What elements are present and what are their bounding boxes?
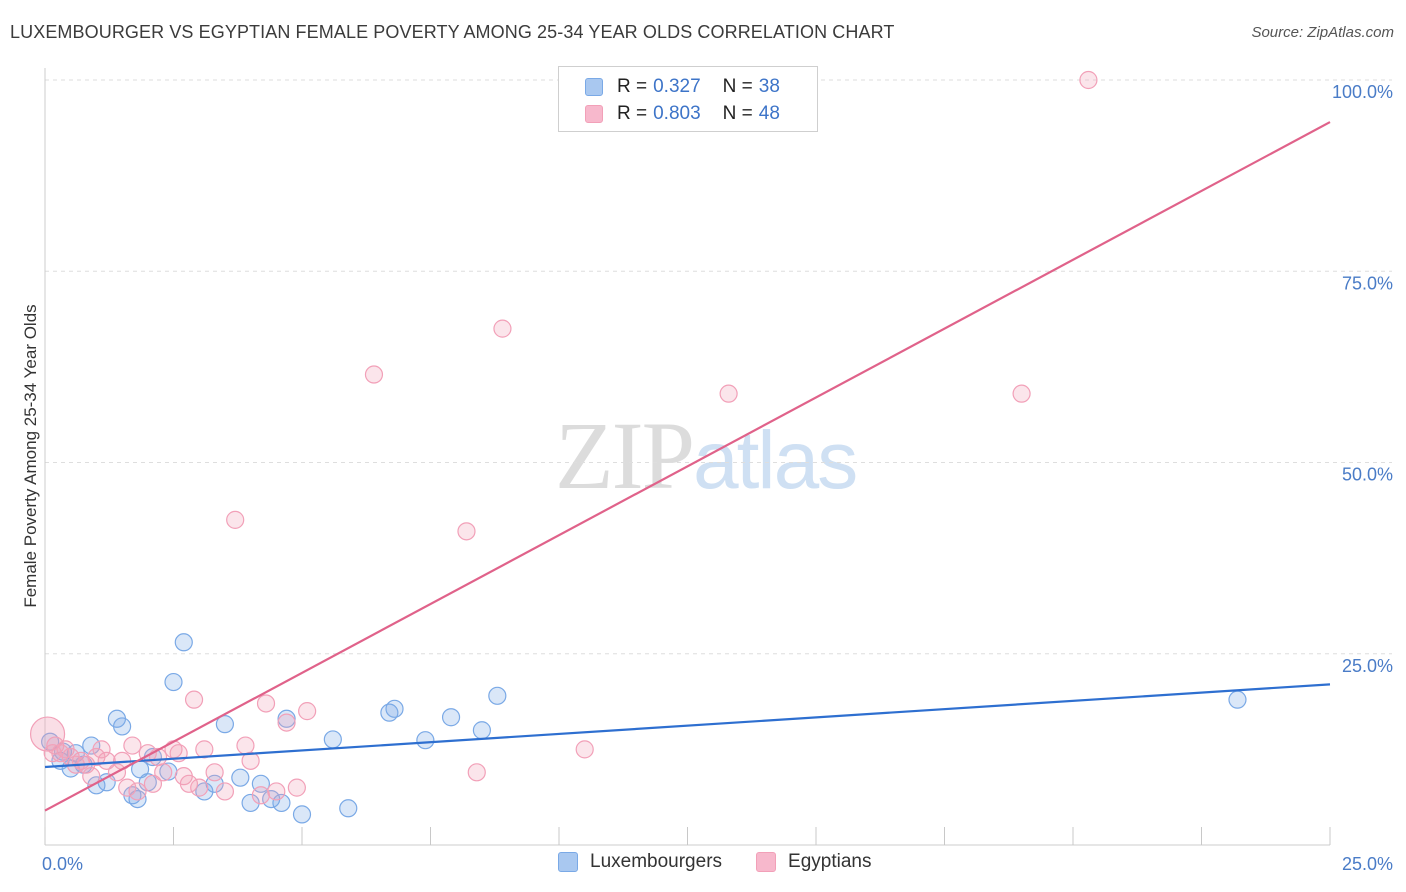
legend-row-luxembourgers: R = 0.327 N = 38 xyxy=(585,72,780,102)
x-tick-label: 25.0% xyxy=(1342,854,1393,874)
chart-title: LUXEMBOURGER VS EGYPTIAN FEMALE POVERTY … xyxy=(10,22,895,42)
series-swatch-luxembourgers xyxy=(558,852,578,872)
luxembourgers-point xyxy=(441,708,461,727)
series-label-egyptians: Egyptians xyxy=(788,851,872,872)
legend-n-label: N = xyxy=(722,103,753,124)
watermark-atlas: atlas xyxy=(693,415,858,506)
luxembourgers-point xyxy=(241,793,260,813)
egyptians-point xyxy=(493,319,512,338)
legend-r-value: 0.803 xyxy=(653,103,701,124)
watermark: ZIPatlas xyxy=(555,400,858,511)
legend-row-egyptians: R = 0.803 N = 48 xyxy=(585,99,780,129)
egyptians-point xyxy=(1079,70,1098,90)
luxembourgers-point xyxy=(128,789,147,809)
egyptians-point xyxy=(118,778,137,797)
luxembourgers-point xyxy=(164,672,183,692)
watermark-zip: ZIP xyxy=(555,402,695,509)
luxembourgers-point xyxy=(215,715,234,734)
luxembourgers-point xyxy=(231,768,250,787)
egyptians-point xyxy=(179,774,199,793)
series-label-luxembourgers: Luxembourgers xyxy=(590,851,723,872)
egyptians-point xyxy=(43,744,62,763)
series-legend-luxembourgers[interactable]: Luxembourgers xyxy=(558,851,722,873)
egyptians-point xyxy=(364,365,384,384)
y-tick-label: 100.0% xyxy=(1332,82,1393,102)
luxembourgers-point xyxy=(1228,690,1247,709)
egyptians-point xyxy=(298,702,317,721)
egyptians-point xyxy=(143,774,163,793)
legend-r-label: R = xyxy=(617,76,648,97)
luxembourgers-point xyxy=(416,731,435,750)
series-legend: Luxembourgers Egyptians xyxy=(558,851,905,873)
y-tick-label: 50.0% xyxy=(1342,465,1393,485)
egyptians-point xyxy=(236,736,255,755)
legend-n-value: 38 xyxy=(758,76,780,97)
legend-r-label: R = xyxy=(617,103,648,124)
egyptians-point xyxy=(457,522,476,541)
luxembourgers-point xyxy=(292,805,312,824)
series-swatch-egyptians xyxy=(756,852,777,872)
luxembourgers-point xyxy=(385,699,404,718)
egyptians-point xyxy=(251,786,270,805)
egyptians-point xyxy=(277,713,296,732)
y-axis-title: Female Poverty Among 25-34 Year Olds xyxy=(21,304,40,607)
egyptians-point xyxy=(241,751,260,770)
egyptians-point xyxy=(1012,384,1031,403)
legend-n-value: 48 xyxy=(758,103,780,124)
luxembourgers-point xyxy=(323,730,342,749)
legend-swatch-luxembourgers xyxy=(585,78,603,96)
luxembourgers-point xyxy=(272,793,291,813)
egyptians-point xyxy=(190,778,209,797)
source-label: Source: ZipAtlas.com xyxy=(1251,24,1394,41)
luxembourgers-point xyxy=(339,799,358,818)
egyptians-point xyxy=(287,778,306,797)
egyptians-point xyxy=(195,740,214,759)
y-tick-label: 25.0% xyxy=(1342,656,1393,676)
x-tick-label: 0.0% xyxy=(42,854,83,874)
egyptians-point xyxy=(215,782,234,801)
luxembourgers-point xyxy=(488,686,507,705)
series-legend-egyptians[interactable]: Egyptians xyxy=(756,851,871,873)
egyptians-point xyxy=(256,694,276,713)
legend-n-label: N = xyxy=(722,76,753,97)
legend-swatch-egyptians xyxy=(585,105,603,123)
correlation-legend: R = 0.327 N = 38 R = 0.803 N = 48 xyxy=(558,66,818,132)
y-tick-label: 75.0% xyxy=(1342,273,1393,293)
egyptians-point xyxy=(97,751,116,770)
egyptians-trend-line xyxy=(44,121,1331,812)
egyptians-point xyxy=(154,763,173,782)
egyptians-point xyxy=(87,747,106,767)
egyptians-point xyxy=(128,782,147,801)
luxembourgers-trend-line xyxy=(44,683,1331,769)
luxembourgers-point xyxy=(174,633,193,652)
luxembourgers-point xyxy=(82,736,101,755)
egyptians-point xyxy=(575,740,594,759)
egyptians-point xyxy=(719,384,738,403)
egyptians-point xyxy=(267,782,286,801)
egyptians-point xyxy=(123,736,142,755)
luxembourgers-point xyxy=(277,709,296,728)
luxembourgers-point xyxy=(472,721,491,740)
egyptians-point xyxy=(226,510,245,529)
egyptians-point xyxy=(184,690,204,709)
luxembourgers-point xyxy=(112,717,132,736)
egyptians-point xyxy=(467,763,486,782)
legend-r-value: 0.327 xyxy=(653,76,701,97)
egyptians-point xyxy=(29,716,66,752)
egyptians-point xyxy=(205,763,224,782)
